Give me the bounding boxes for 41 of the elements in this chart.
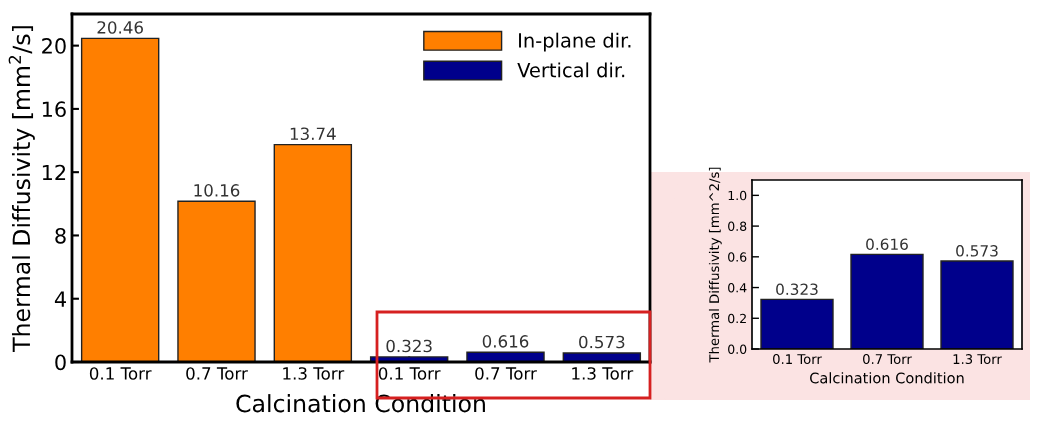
- bar: [273, 143, 353, 362]
- y-tick-label: 20: [42, 38, 66, 54]
- data-label: 0.616: [482, 335, 529, 348]
- bar: [466, 351, 545, 362]
- legend-label: In-plane dir.: [519, 32, 631, 52]
- text: 0.8: [728, 221, 747, 232]
- data-label: 20.46: [97, 21, 143, 34]
- data-label: 0.573: [579, 335, 625, 349]
- text: 0.2: [728, 313, 746, 324]
- data-label: 13.74: [290, 127, 336, 141]
- x-tick-label: 1.3 Torr: [283, 367, 345, 380]
- x-axis-title: Calcination Condition: [810, 372, 964, 384]
- bar: [177, 200, 256, 362]
- y-tick-label: 16: [42, 101, 66, 118]
- data-label: 0.323: [386, 339, 432, 353]
- y-tick-label: 4: [54, 291, 66, 307]
- y-tick-label: 12: [42, 164, 66, 181]
- x-tick-label: 1.3 Torr: [953, 354, 1002, 365]
- legend-label: Vertical dir.: [517, 62, 625, 78]
- y-tick-label: 8: [55, 227, 66, 244]
- x-tick-label: 0.1 Torr: [89, 367, 152, 380]
- bar: [562, 352, 642, 362]
- data-label: 0.616: [866, 238, 908, 251]
- x-tick-label: 0.1 Torr: [773, 354, 822, 365]
- data-label: 0.573: [956, 245, 998, 257]
- x-tick-label: 0.7 Torr: [863, 354, 912, 365]
- x-axis-title: Calcination Condition: [236, 394, 485, 413]
- data-label: 0.323: [776, 283, 818, 296]
- x-tick-label: 1.3 Torr: [572, 367, 634, 380]
- y-axis-title: Thermal Diffusivity [mm$^{2}$/s]: [8, 26, 35, 352]
- text: 0.6: [728, 252, 747, 262]
- y-tick-label: 0: [55, 354, 66, 371]
- x-tick-label: 0.7 Torr: [186, 367, 248, 380]
- text: 1.0: [728, 190, 747, 201]
- text: 0.4: [728, 283, 747, 293]
- y-axis-title: Thermal Diffusivity [mm^2/s]: [708, 167, 722, 363]
- bar: [80, 37, 160, 362]
- data-label: 10.16: [194, 184, 240, 197]
- x-tick-label: 0.7 Torr: [475, 367, 537, 380]
- x-tick-label: 0.1 Torr: [378, 367, 441, 380]
- text: 0.0: [728, 344, 747, 354]
